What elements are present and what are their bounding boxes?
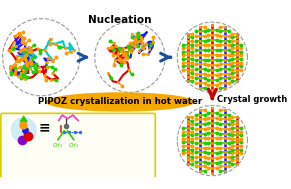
Text: Nucleation: Nucleation	[88, 15, 152, 25]
Text: Crystal growth: Crystal growth	[217, 95, 287, 104]
FancyBboxPatch shape	[1, 113, 155, 178]
Circle shape	[11, 118, 36, 142]
Text: ≡: ≡	[38, 120, 50, 134]
Circle shape	[3, 19, 79, 95]
Circle shape	[95, 23, 164, 92]
Circle shape	[178, 106, 247, 175]
Text: $CH_3$: $CH_3$	[52, 141, 63, 150]
Polygon shape	[19, 115, 28, 122]
Text: PIPOZ crystallization in hot water: PIPOZ crystallization in hot water	[38, 98, 202, 106]
Text: $CH_3$: $CH_3$	[68, 141, 79, 150]
Ellipse shape	[45, 92, 195, 112]
Circle shape	[178, 23, 247, 92]
